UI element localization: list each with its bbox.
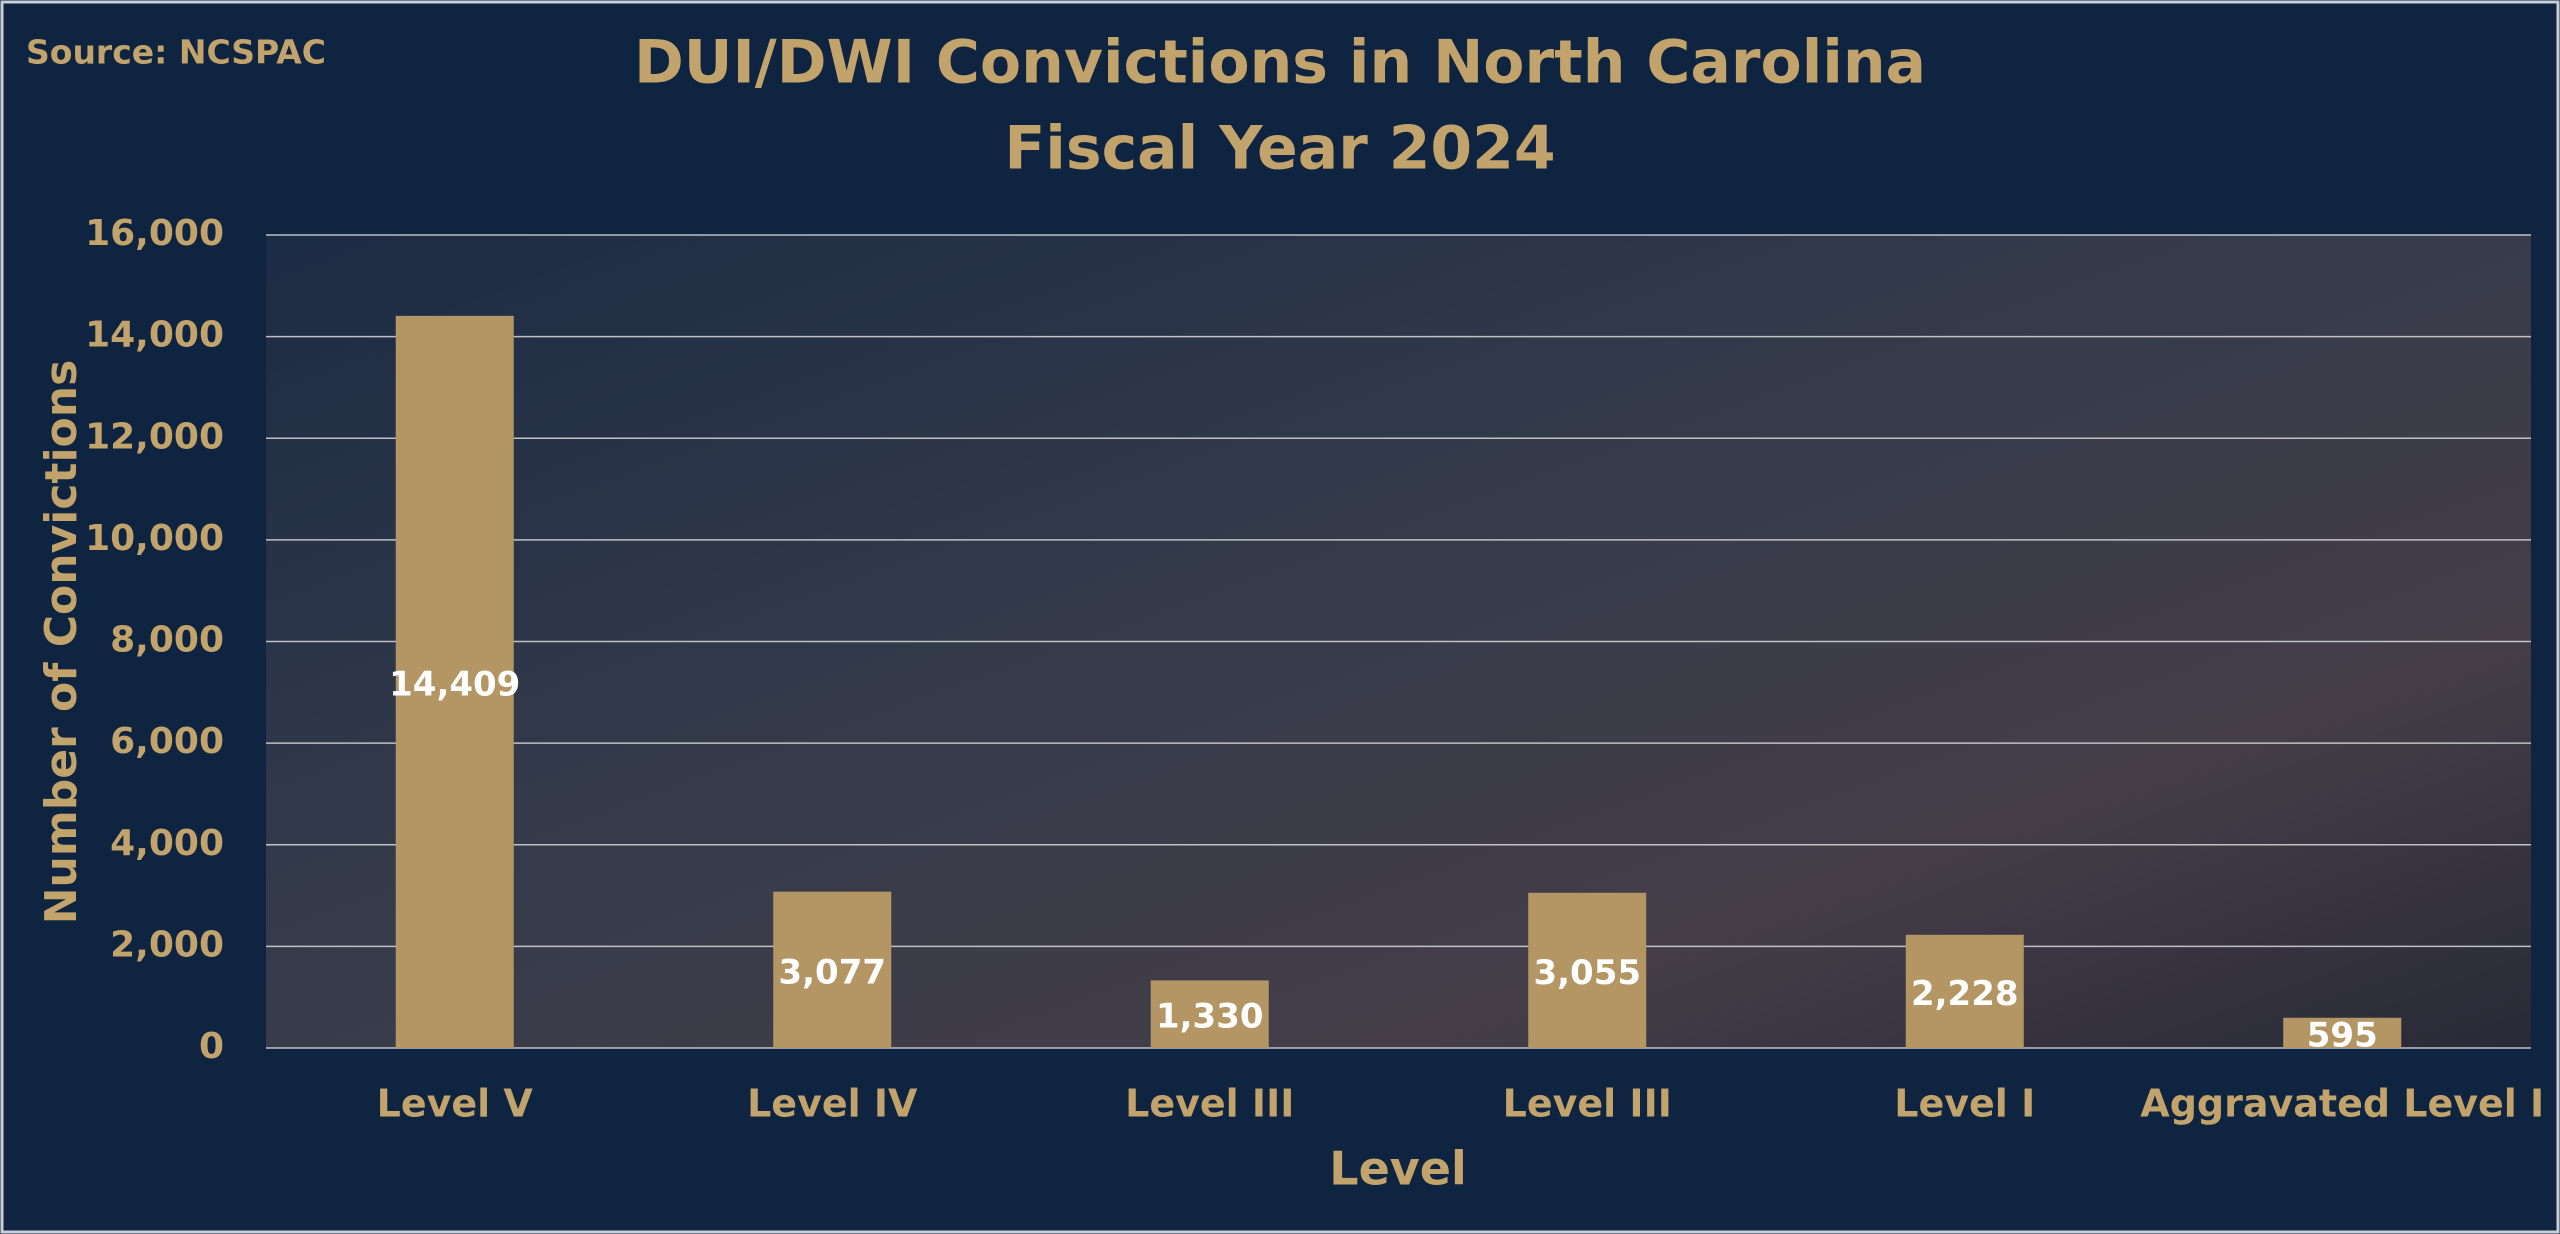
y-axis-title: Number of Convictions [36, 360, 87, 925]
x-tick-label: Level I [1894, 1082, 2035, 1126]
y-tick-label: 12,000 [85, 416, 224, 457]
value-label: 1,330 [1156, 997, 1264, 1037]
bar [2283, 1017, 2402, 1048]
x-tick-label: Level V [377, 1082, 534, 1126]
value-label: 3,077 [778, 952, 886, 992]
bar [395, 315, 514, 1049]
x-tick-label: Level III [1125, 1082, 1294, 1126]
y-tick-label: 14,000 [85, 315, 224, 356]
value-label: 14,409 [389, 664, 520, 704]
y-tick-label: 4,000 [110, 823, 224, 864]
bar [1528, 892, 1647, 1048]
bar [773, 891, 892, 1048]
y-tick-label: 10,000 [85, 518, 224, 559]
value-label: 595 [2307, 1015, 2378, 1055]
bar [1150, 980, 1269, 1048]
source: Source: NCSPAC [26, 33, 326, 72]
x-tick-label: Level III [1503, 1082, 1672, 1126]
y-tick-label: 16,000 [85, 213, 224, 254]
bar [1905, 934, 2024, 1048]
y-tick-label: 6,000 [110, 721, 224, 762]
x-tick-label: Level IV [747, 1082, 918, 1126]
chart-title: DUI/DWI Convictions in North Carolina [634, 28, 1926, 98]
y-tick-label: 2,000 [110, 924, 224, 965]
y-tick-label: 8,000 [110, 620, 224, 661]
chart-subtitle: Fiscal Year 2024 [1004, 114, 1555, 184]
value-label: 3,055 [1533, 953, 1641, 993]
value-label: 2,228 [1911, 974, 2019, 1014]
y-tick-label: 0 [199, 1026, 224, 1067]
x-axis-title: Level [1329, 1142, 1466, 1196]
x-tick-label: Aggravated Level I [2140, 1082, 2544, 1126]
